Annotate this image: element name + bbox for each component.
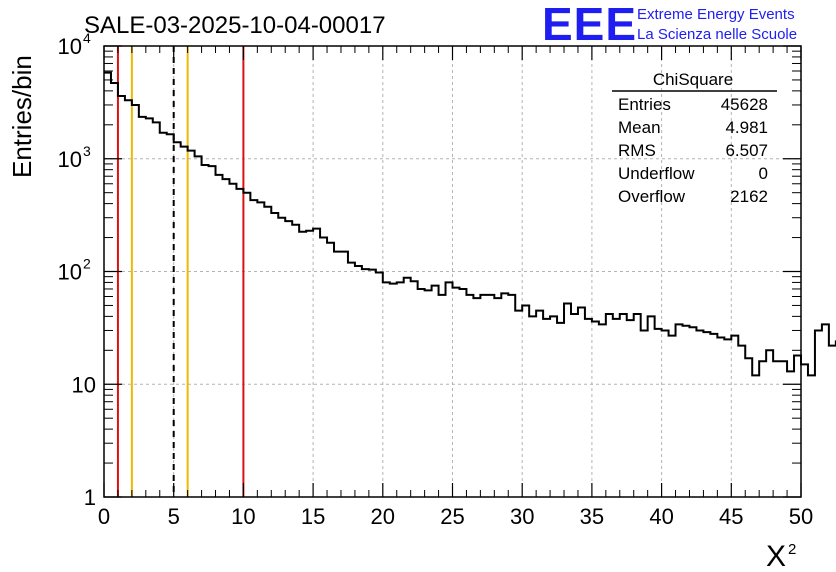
grid xyxy=(104,46,801,497)
stats-value: 6.507 xyxy=(725,141,768,160)
x-axis-label-sup: 2 xyxy=(788,541,796,558)
x-tick-label: 15 xyxy=(301,504,325,529)
stats-label: Underflow xyxy=(618,164,695,183)
y-axis-label: Entries/bin xyxy=(7,55,37,178)
x-tick-label: 50 xyxy=(789,504,813,529)
x-tick-label: 10 xyxy=(231,504,255,529)
x-axis-label: X 2 xyxy=(766,540,796,572)
y-tick-label: 10 xyxy=(58,147,82,172)
stats-value: 45628 xyxy=(721,95,768,114)
logo-line2: La Scienza nelle Scuole xyxy=(637,26,797,43)
y-tick-label: 10 xyxy=(58,34,82,59)
ee-logo: EEE Extreme Energy Events La Scienza nel… xyxy=(542,0,797,50)
axis-ticks xyxy=(103,45,802,498)
stats-label: RMS xyxy=(618,141,656,160)
y-tick-label: 10 xyxy=(58,260,82,285)
y-tick-label-exponent: 3 xyxy=(83,143,91,159)
x-tick-label: 30 xyxy=(510,504,534,529)
stats-title: ChiSquare xyxy=(653,70,733,89)
x-tick-label: 0 xyxy=(98,504,110,529)
histogram-line xyxy=(104,71,836,377)
y-tick-label-exponent: 2 xyxy=(83,256,91,272)
logo-line1: Extreme Energy Events xyxy=(637,6,795,23)
stats-label: Mean xyxy=(618,118,661,137)
logo-eee: EEE xyxy=(542,0,637,50)
x-tick-label: 35 xyxy=(580,504,604,529)
chart-title: SALE-03-2025-10-04-00017 xyxy=(84,12,386,39)
stats-value: 0 xyxy=(759,164,768,183)
y-tick-label: 10 xyxy=(72,372,96,397)
stats-value: 4.981 xyxy=(725,118,768,137)
stats-value: 2162 xyxy=(730,187,768,206)
stats-box: ChiSquare Entries 45628 Mean 4.981 RMS 6… xyxy=(612,70,777,206)
x-axis-label-text: X xyxy=(766,540,786,572)
stats-label: Overflow xyxy=(618,187,686,206)
x-tick-label: 25 xyxy=(440,504,464,529)
stats-label: Entries xyxy=(618,95,671,114)
x-tick-label: 45 xyxy=(719,504,743,529)
x-tick-label: 40 xyxy=(649,504,673,529)
x-tick-label: 5 xyxy=(168,504,180,529)
y-tick-label: 1 xyxy=(84,485,96,510)
y-tick-label-exponent: 4 xyxy=(83,30,91,46)
x-tick-label: 20 xyxy=(371,504,395,529)
